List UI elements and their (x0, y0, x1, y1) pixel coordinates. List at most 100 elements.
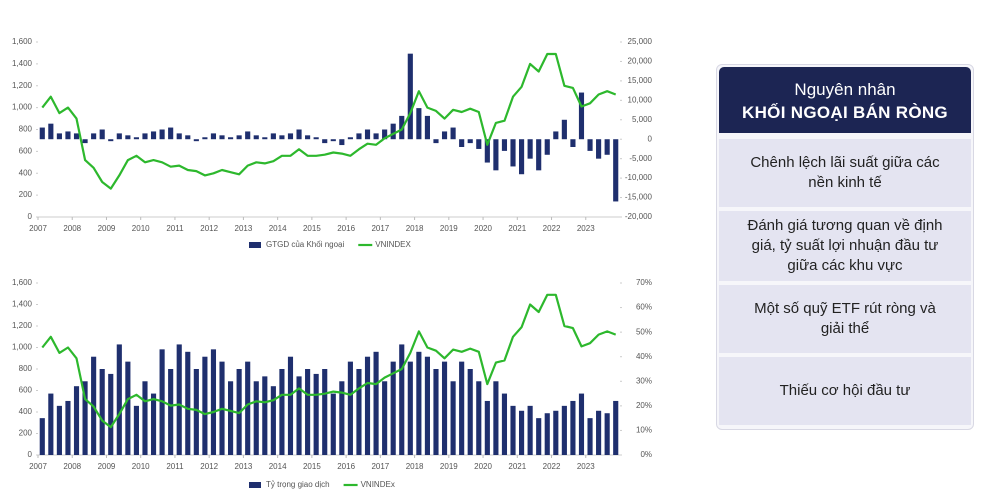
x-tick-label: 2018 (406, 224, 424, 233)
y-tick-label: 1,400 (12, 300, 33, 309)
bar (228, 137, 234, 140)
bar (493, 381, 499, 455)
y2-tick-label: -20,000 (625, 212, 653, 221)
bar (296, 129, 302, 140)
charts: 0 200 400 600 800 1,000 1,200 1,400 1,600 -20,000… (12, 37, 653, 489)
bar (262, 376, 268, 455)
x-tick-label: 2017 (371, 224, 389, 233)
bar (39, 418, 45, 455)
y-tick-label: 1,600 (12, 37, 33, 46)
bar (587, 139, 593, 151)
bar (236, 135, 242, 140)
legend-swatch (249, 242, 261, 248)
bar (245, 361, 251, 455)
y2-tick-label: 0 (648, 134, 653, 143)
x-tick-label: 2012 (200, 224, 218, 233)
bar (168, 369, 174, 455)
y-tick-label: 1,000 (12, 343, 33, 352)
bar (142, 381, 148, 455)
bar (56, 133, 62, 140)
bar (142, 133, 148, 140)
x-tick-label: 2010 (132, 462, 150, 471)
bar (150, 131, 157, 140)
bar (108, 139, 114, 142)
bar (450, 381, 456, 455)
panel-item: Chênh lệch lãi suất giữa các nền kinh tế (719, 139, 971, 207)
y2-tick-label: 5,000 (632, 115, 653, 124)
bar (99, 129, 105, 140)
bar (168, 127, 174, 140)
bar (91, 133, 97, 140)
bar (501, 139, 508, 151)
bar (441, 131, 448, 140)
bar (527, 405, 533, 455)
y2-tick-label: -15,000 (625, 193, 653, 202)
legend-label: GTGD của Khối ngoại (266, 240, 344, 249)
bar (108, 373, 114, 455)
bar (467, 369, 473, 455)
x-tick-label: 2019 (440, 462, 458, 471)
line-series (41, 52, 617, 190)
bar (570, 139, 576, 147)
bar (48, 393, 54, 455)
x-tick-label: 2022 (543, 224, 561, 233)
bar (510, 139, 516, 167)
panel-item: Một số quỹ ETF rút ròng và giải thể (719, 285, 971, 353)
y2-tick-label: 10% (636, 426, 652, 435)
x-tick-label: 2008 (63, 224, 81, 233)
bar (279, 369, 285, 455)
bar (202, 356, 208, 455)
y-tick-label: 400 (19, 407, 33, 416)
bar (476, 139, 482, 149)
bar (322, 139, 328, 144)
bar (245, 131, 251, 140)
legend-swatch (249, 482, 261, 488)
bar (150, 393, 157, 455)
x-tick-label: 2009 (98, 462, 116, 471)
bar (433, 369, 439, 455)
bar (287, 356, 294, 455)
bar (39, 127, 45, 140)
bar (604, 139, 610, 155)
bar (373, 351, 379, 455)
x-tick-label: 2008 (63, 462, 81, 471)
bar (185, 135, 191, 140)
x-tick-label: 2013 (235, 462, 253, 471)
bar (65, 131, 71, 140)
bar (296, 376, 302, 455)
x-tick-label: 2023 (577, 224, 595, 233)
bar (459, 361, 465, 455)
panel-item: Đánh giá tương quan về định giá, tỷ suất… (719, 211, 971, 281)
x-tick-label: 2009 (98, 224, 116, 233)
bar (390, 361, 396, 455)
bar (210, 133, 217, 140)
panel-item: Thiếu cơ hội đầu tư (719, 357, 971, 425)
y-tick-label: 200 (19, 429, 33, 438)
bar (613, 139, 619, 202)
legend-label: VNINDEX (375, 240, 411, 249)
y-tick-label: 600 (19, 386, 33, 395)
y2-tick-label: -10,000 (625, 173, 653, 182)
bar (570, 400, 576, 455)
y-tick-label: 400 (19, 168, 33, 177)
bar (510, 405, 516, 455)
bar (450, 127, 456, 140)
x-tick-label: 2012 (200, 462, 218, 471)
bar (382, 129, 388, 140)
y2-tick-label: 10,000 (628, 95, 653, 104)
bar (82, 381, 88, 455)
y-tick-label: 1,200 (12, 321, 33, 330)
bar (587, 418, 593, 455)
bar (202, 137, 208, 140)
panel-heading: KHỐI NGOẠI BÁN RÒNG (742, 103, 948, 122)
x-tick-label: 2017 (371, 462, 389, 471)
x-tick-label: 2020 (474, 224, 492, 233)
legend-label: Tỷ trọng giao dịch (266, 480, 330, 489)
bar (553, 131, 559, 140)
x-tick-label: 2022 (543, 462, 561, 471)
x-tick-label: 2018 (406, 462, 424, 471)
bar (73, 133, 80, 140)
bar (519, 139, 525, 175)
bar (407, 53, 413, 140)
x-tick-label: 2011 (166, 224, 184, 233)
